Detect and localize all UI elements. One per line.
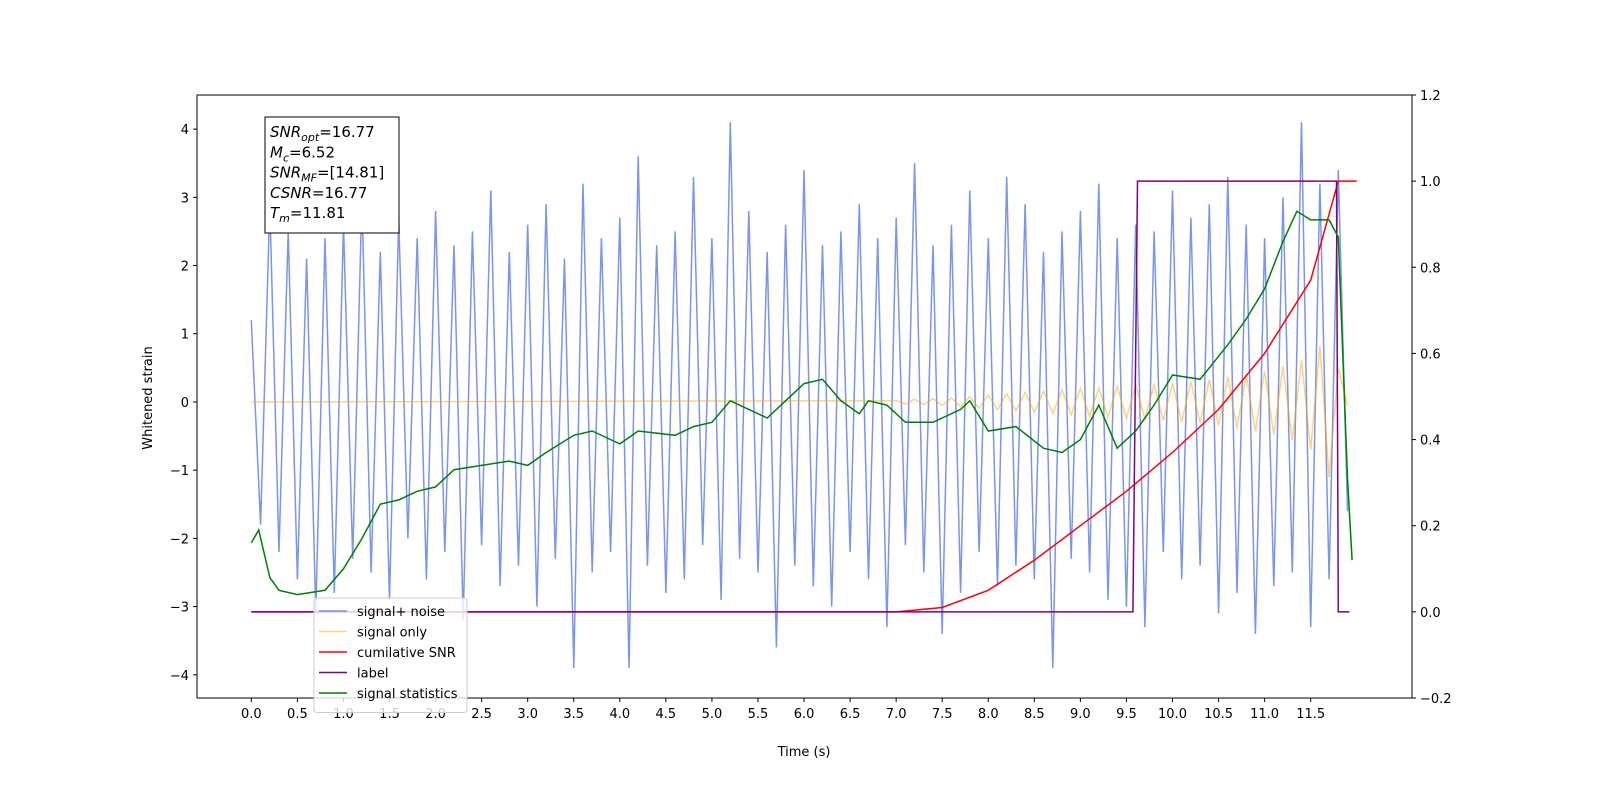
x-tick-label: 8.0 [978, 707, 999, 722]
series-line [251, 345, 1349, 478]
legend-box [313, 597, 468, 713]
x-tick-label: 4.0 [609, 707, 630, 722]
x-axis-label: Time (s) [777, 745, 831, 760]
y-tick-label: 1 [181, 328, 189, 343]
series-line [250, 210, 1353, 596]
x-tick-label: 11.5 [1296, 707, 1325, 722]
y-axis-label: Whitened strain [141, 346, 156, 449]
annotation-line: CSNR=16.77 [270, 184, 367, 202]
x-tick-label: 0.5 [287, 707, 308, 722]
y2-tick-label: 1.2 [1420, 89, 1441, 104]
annotation-line: SNRMF=[14.81] [270, 164, 384, 185]
annotation-main: SNR [270, 164, 301, 182]
x-tick-label: 6.5 [840, 707, 861, 722]
annotation-box [264, 116, 400, 234]
series-line [250, 122, 1349, 669]
annotation-main: CSNR [270, 184, 312, 202]
legend-label: signal+ noise [357, 605, 445, 620]
annotation-sub: MF [301, 172, 317, 185]
annotation-rest: =[14.81] [317, 164, 384, 182]
series-line [251, 180, 1357, 613]
y2-tick-label: 0.2 [1420, 520, 1441, 535]
x-tick-label: 7.5 [932, 707, 953, 722]
annotation-main: SNR [270, 123, 301, 141]
annotation-line: SNRopt=16.77 [270, 123, 375, 144]
x-tick-label: 6.0 [794, 707, 815, 722]
x-tick-label: 5.0 [702, 707, 723, 722]
plot-frame [196, 94, 1413, 699]
x-tick-label: 8.5 [1024, 707, 1045, 722]
y-tick-label: −4 [170, 669, 189, 684]
annotation-sub: c [283, 151, 289, 164]
annotation-rest: =11.81 [290, 204, 346, 222]
annotation-rest: =16.77 [319, 123, 375, 141]
x-tick-label: 3.5 [563, 707, 584, 722]
x-tick-label: 11.0 [1250, 707, 1279, 722]
x-tick-label: 10.0 [1158, 707, 1187, 722]
x-tick-label: 5.5 [748, 707, 769, 722]
legend-label: label [357, 667, 388, 682]
y2-tick-label: 0.8 [1420, 261, 1441, 276]
annotation-main: M [270, 143, 283, 161]
x-tick-label: 10.5 [1204, 707, 1233, 722]
x-tick-label: 2.5 [471, 707, 492, 722]
x-tick-label: 9.0 [1070, 707, 1091, 722]
y2-tick-label: −0.2 [1420, 692, 1452, 707]
annotation-main: T [270, 204, 281, 222]
annotation-line: Mc=6.52 [270, 143, 335, 164]
y2-tick-label: 1.0 [1420, 175, 1441, 190]
y-tick-label: −1 [170, 464, 189, 479]
annotation-sub: opt [301, 131, 320, 144]
x-tick-label: 9.5 [1116, 707, 1137, 722]
y-tick-label: 2 [181, 260, 189, 275]
y-tick-label: 3 [181, 191, 189, 206]
y-tick-label: 4 [181, 123, 189, 138]
legend-label: cumilative SNR [357, 646, 456, 661]
x-tick-label: 4.5 [656, 707, 677, 722]
y-tick-label: −3 [170, 601, 189, 616]
annotation-line: Tm=11.81 [270, 204, 345, 225]
annotation-sub: m [279, 212, 290, 225]
y2-tick-label: 0.6 [1420, 347, 1441, 362]
annotation-rest: =6.52 [289, 143, 335, 161]
x-tick-label: 3.0 [517, 707, 538, 722]
y2-tick-label: 0.0 [1420, 606, 1441, 621]
y-tick-label: −2 [170, 532, 189, 547]
y2-tick-label: 0.4 [1420, 434, 1441, 449]
x-tick-label: 0.0 [241, 707, 262, 722]
legend-label: signal only [357, 626, 427, 641]
annotation-rest: =16.77 [312, 184, 368, 202]
legend-label: signal statistics [357, 687, 458, 702]
y-tick-label: 0 [181, 396, 189, 411]
x-tick-label: 7.0 [886, 707, 907, 722]
series-line [251, 180, 1350, 613]
